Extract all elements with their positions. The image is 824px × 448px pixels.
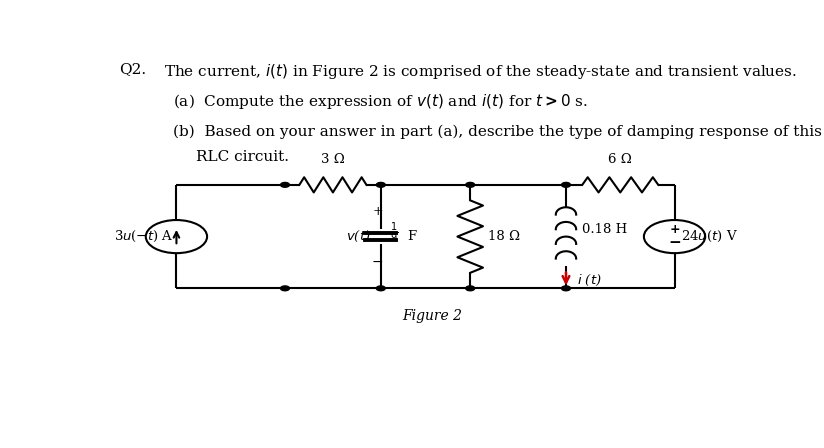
Text: $\frac{1}{9}$: $\frac{1}{9}$ [391, 220, 399, 245]
Text: $v$($t$): $v$($t$) [346, 229, 371, 244]
Circle shape [377, 182, 386, 187]
Text: Q2.: Q2. [119, 62, 146, 77]
Text: −: − [668, 235, 681, 250]
Text: +: + [669, 223, 680, 236]
Text: RLC circuit.: RLC circuit. [195, 151, 288, 164]
Text: $i$ ($t$): $i$ ($t$) [578, 273, 602, 288]
Circle shape [561, 182, 570, 187]
Circle shape [466, 286, 475, 291]
Text: −: − [372, 254, 383, 268]
Text: F: F [408, 230, 417, 243]
Text: (b)  Based on your answer in part (a), describe the type of damping response of : (b) Based on your answer in part (a), de… [173, 125, 822, 139]
Circle shape [561, 286, 570, 291]
Text: 18 Ω: 18 Ω [488, 230, 520, 243]
Circle shape [377, 286, 386, 291]
Text: (a)  Compute the expression of $v(t)$ and $i(t)$ for $t\mathbf{>}0$ s.: (a) Compute the expression of $v(t)$ and… [173, 92, 588, 111]
Circle shape [280, 286, 289, 291]
Circle shape [280, 182, 289, 187]
Text: The current, $i(t)$ in Figure 2 is comprised of the steady-state and transient v: The current, $i(t)$ in Figure 2 is compr… [164, 62, 797, 82]
Circle shape [466, 182, 475, 187]
Text: 3 Ω: 3 Ω [321, 153, 344, 166]
Text: 24$u$($t$) V: 24$u$($t$) V [681, 229, 737, 244]
Text: +: + [372, 205, 383, 218]
Text: 3$u$($-t$) A: 3$u$($-t$) A [114, 229, 173, 244]
Text: Figure 2: Figure 2 [402, 309, 462, 323]
Text: 0.18 H: 0.18 H [582, 223, 627, 236]
Text: 6 Ω: 6 Ω [608, 153, 632, 166]
